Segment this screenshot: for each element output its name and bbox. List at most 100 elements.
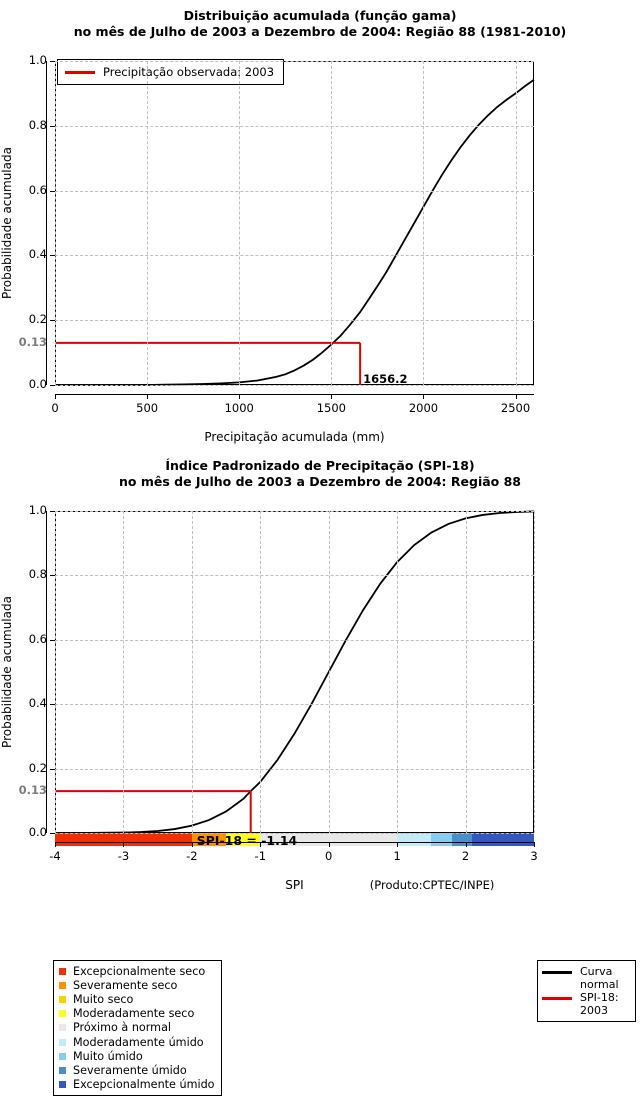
x-axis-tick [239, 394, 241, 399]
legend-swatch-icon [59, 1010, 66, 1018]
grid-line-horizontal [55, 61, 534, 62]
legend-line-observed-icon [65, 70, 95, 74]
spi-category-segment [431, 833, 452, 846]
grid-line-horizontal [55, 385, 534, 386]
legend-label-category: Excepcionalmente úmido [73, 1078, 215, 1092]
x-axis-line [55, 394, 534, 395]
x-axis-tick [55, 394, 56, 399]
y-axis-tick [50, 320, 55, 322]
grid-line-vertical [147, 61, 149, 385]
legend-swatch-icon [59, 1066, 66, 1074]
legend-label-category: Próximo à normal [73, 1021, 172, 1035]
y-axis-tick-label: 0.0 [28, 825, 47, 839]
y-axis-tick [50, 575, 55, 577]
y-axis-tick-label: 1.0 [28, 503, 47, 517]
legend-item-category: Excepcionalmente seco [59, 964, 215, 978]
y-axis-tick-label: 1.0 [28, 53, 47, 67]
y-axis-tick [50, 385, 55, 386]
y-axis-tick-label: 0.6 [28, 631, 47, 646]
legend-line-spi-icon [542, 997, 572, 1000]
spi-cdf-chart-panel: Índice Padronizado de Precipitação (SPI-… [0, 450, 640, 1096]
grid-line-horizontal [55, 511, 534, 512]
legend-label-spi: SPI-18: 2003 [580, 991, 619, 1017]
x-axis-tick [423, 394, 425, 399]
x-axis-tick-label: 3 [530, 849, 538, 863]
x-axis-tick [191, 842, 193, 847]
grid-line-vertical [55, 511, 56, 833]
y-axis-tick [50, 768, 55, 770]
grid-line-horizontal [55, 768, 534, 770]
y-axis-tick-label: 0.6 [28, 182, 47, 197]
cdf-curve [54, 510, 535, 834]
gamma-legend: Precipitação observada: 2003 [57, 59, 285, 85]
x-axis-tick-label: 2000 [408, 401, 439, 415]
y-axis-tick [50, 511, 55, 512]
legend-label-category: Excepcionalmente seco [73, 964, 206, 978]
gamma-y-axis-title: Probabilidade acumulada [0, 147, 14, 299]
grid-line-vertical [260, 511, 262, 833]
legend-item-category: Muito úmido [59, 1049, 215, 1063]
gamma-chart-title: Distribuição acumulada (função gama) no … [73, 8, 567, 39]
gamma-observed-value-annotation: 1656.2 [363, 372, 408, 386]
grid-line-horizontal [55, 833, 534, 834]
legend-swatch-icon [59, 981, 66, 989]
legend-swatch-icon [59, 1024, 66, 1032]
legend-item-observed: Precipitação observada: 2003 [65, 65, 274, 79]
legend-item-category: Muito seco [59, 992, 215, 1006]
legend-swatch-icon [59, 967, 66, 975]
x-axis-tick-label: 1000 [224, 401, 254, 415]
legend-item-spi-observed: SPI-18: 2003 [542, 991, 631, 1017]
legend-item-category: Severamente seco [59, 978, 215, 992]
grid-line-vertical [465, 511, 467, 833]
gamma-x-axis-title: Precipitação acumulada (mm) [204, 430, 385, 444]
y-axis-tick-label: 0.4 [28, 696, 47, 711]
y-axis-tick-label: 0.4 [28, 247, 47, 262]
x-axis-tick [397, 842, 399, 847]
x-axis-tick-label: 0 [51, 401, 59, 415]
legend-line-normal-icon [542, 971, 572, 974]
legend-item-category: Severamente úmido [59, 1063, 215, 1077]
grid-line-horizontal [55, 255, 534, 257]
legend-label-observed: Precipitação observada: 2003 [103, 65, 275, 79]
grid-line-vertical [239, 61, 241, 385]
grid-line-vertical [55, 61, 56, 385]
legend-item-category: Moderadamente úmido [59, 1035, 215, 1049]
y-axis-tick [50, 639, 55, 641]
grid-line-vertical [331, 61, 333, 385]
x-axis-tick-label: 2 [461, 849, 470, 863]
legend-label-category: Severamente úmido [73, 1063, 187, 1077]
product-credit: (Produto:CPTEC/INPE) [369, 878, 495, 892]
spi-curve-legend: Curva normal SPI-18: 2003 [537, 960, 636, 1022]
spi-category-segment [472, 833, 534, 846]
grid-line-vertical [191, 511, 193, 833]
x-axis-tick-label: 2500 [500, 401, 531, 415]
legend-swatch-icon [59, 1038, 66, 1046]
spi-category-segment [397, 833, 432, 846]
legend-label-category: Muito úmido [73, 1049, 143, 1063]
x-axis-tick [534, 842, 535, 847]
spi-curve-layer [54, 510, 535, 846]
y-axis-tick [50, 125, 55, 127]
x-axis-tick [328, 842, 330, 847]
cdf-curve [55, 79, 535, 386]
x-axis-tick [465, 842, 467, 847]
spi-value-annotation: SPI-18 = -1.14 [196, 833, 298, 848]
x-axis-tick-label: 500 [136, 401, 159, 415]
spi-category-legend: Excepcionalmente seco Severamente seco Mui… [53, 960, 222, 1096]
grid-line-vertical [423, 61, 425, 385]
y-axis-tick [50, 833, 55, 834]
grid-line-vertical [123, 511, 125, 833]
x-axis-tick-label: -1 [254, 849, 267, 863]
spi-probability-annotation: 0.13 [18, 783, 47, 798]
x-axis-tick-label: 0 [325, 849, 333, 863]
x-axis-tick-label: -4 [49, 849, 61, 863]
x-axis-line [55, 842, 534, 843]
grid-line-horizontal [55, 320, 534, 322]
grid-line-horizontal [55, 704, 534, 706]
legend-item-normal-curve: Curva normal [542, 965, 631, 991]
y-axis-line [46, 61, 47, 385]
x-axis-tick [147, 394, 149, 399]
x-axis-tick [515, 394, 517, 399]
y-axis-tick [50, 61, 55, 62]
x-axis-tick-label: -2 [186, 849, 198, 863]
